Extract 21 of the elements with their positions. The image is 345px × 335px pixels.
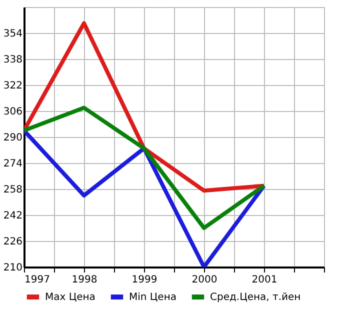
y-tick-label: 274 [3, 158, 22, 170]
x-tick-label: 2000 [192, 274, 218, 286]
y-tick-label: 226 [3, 236, 22, 248]
x-tick-label: 1998 [72, 274, 98, 286]
legend-label: Сред.Цена, т.йен [210, 292, 301, 303]
line-series [24, 128, 266, 267]
legend-label: Min Цена [129, 292, 177, 303]
x-tick-label: 1997 [24, 274, 50, 286]
y-tick-label: 338 [3, 54, 22, 66]
y-tick-label: 306 [3, 106, 22, 118]
y-tick-label: 242 [3, 210, 22, 222]
line-series [24, 21, 266, 193]
y-tick-label: 258 [3, 184, 22, 196]
y-tick-label: 210 [3, 262, 22, 274]
legend-label: Max Цена [45, 292, 96, 303]
y-tick-label: 322 [3, 80, 22, 92]
y-tick-label: 354 [3, 28, 22, 40]
line-series [24, 106, 266, 230]
x-tick-label: 1999 [132, 274, 158, 286]
x-tick-label: 2001 [252, 274, 278, 286]
y-tick-label: 290 [3, 132, 22, 144]
